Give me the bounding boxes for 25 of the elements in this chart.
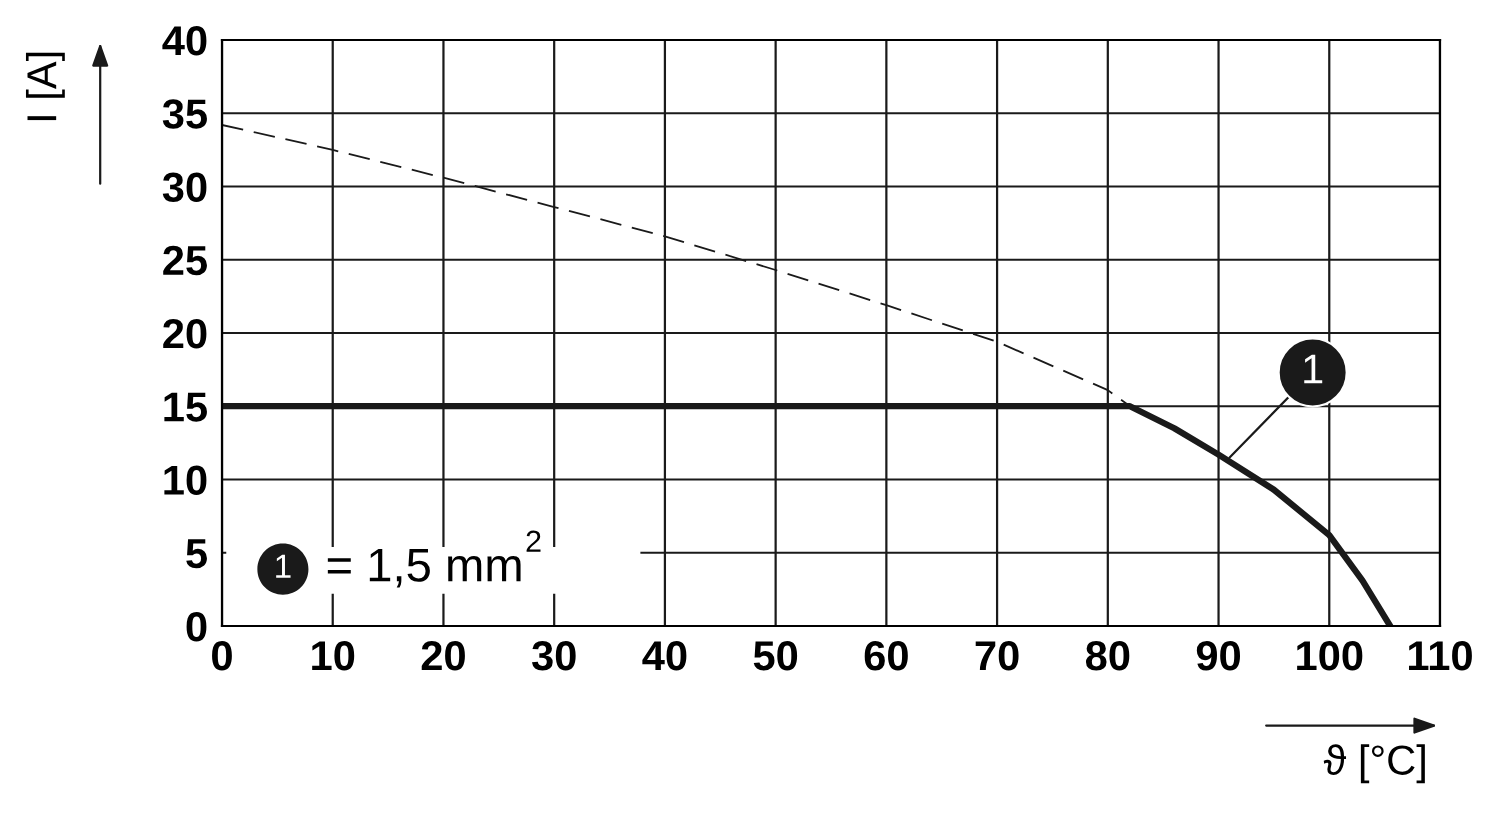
y-tick-label: 20 <box>163 319 207 349</box>
x-tick-label: 30 <box>531 640 576 671</box>
y-tick-label: 5 <box>186 539 207 569</box>
x-tick-label: 90 <box>1196 640 1241 671</box>
y-axis-title: I [A] <box>25 52 65 121</box>
y-tick-label: 15 <box>164 392 207 422</box>
x-tick-label: 10 <box>312 640 355 671</box>
x-tick-label: 50 <box>753 640 798 671</box>
x-axis-title: ϑ [°C] <box>1323 744 1425 784</box>
annotation: 1 <box>1304 354 1323 384</box>
annotation: 1 = 1,5 mm2 <box>276 530 541 588</box>
x-tick-label: 0 <box>212 640 232 671</box>
x-tick-label: 40 <box>642 640 687 671</box>
x-tick-label: 60 <box>864 640 908 671</box>
y-tick-label: 35 <box>162 99 207 129</box>
x-tick-label: 70 <box>975 640 1019 671</box>
x-tick-label: 80 <box>1085 640 1130 671</box>
y-tick-label: 30 <box>162 172 207 203</box>
x-tick-label: 20 <box>421 640 465 671</box>
y-tick-label: 25 <box>163 245 207 276</box>
y-tick-label: 40 <box>162 26 207 56</box>
x-tick-label: 100 <box>1297 640 1363 671</box>
x-tick-label: 110 <box>1409 640 1472 671</box>
y-tick-label: 10 <box>164 465 207 496</box>
y-tick-label: 0 <box>186 612 207 642</box>
